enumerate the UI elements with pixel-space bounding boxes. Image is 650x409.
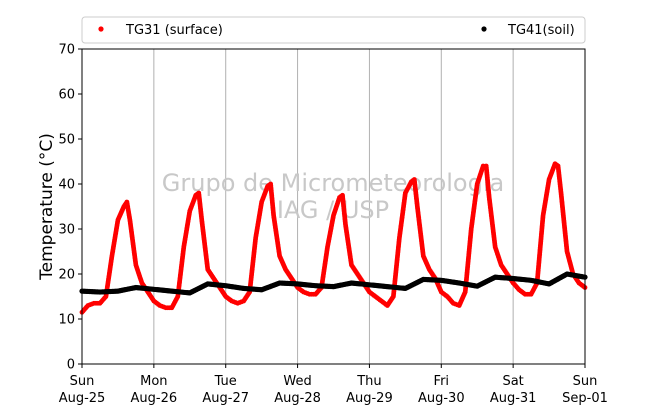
x-tick-day-label: Sat	[502, 374, 523, 389]
y-tick-label: 30	[58, 223, 75, 238]
vertical-grid	[153, 49, 514, 364]
x-tick-day-label: Sun	[70, 374, 95, 389]
x-tick-day-label: Wed	[283, 374, 311, 389]
y-tick-label: 40	[58, 178, 75, 193]
y-tick-label: 60	[58, 88, 75, 103]
legend: TG31 (surface) TG41(soil)	[81, 16, 586, 44]
x-tick-day-label: Thu	[356, 374, 381, 389]
watermark: Grupo de Micrometeorologia IAG / USP	[162, 169, 504, 224]
legend-label-tg41: TG41(soil)	[507, 23, 575, 38]
legend-marker-tg31	[98, 26, 104, 32]
y-tick-label: 70	[58, 43, 75, 58]
x-tick-date-label: Aug-25	[59, 391, 106, 406]
y-tick-label: 0	[67, 358, 75, 373]
x-tick-date-label: Sep-01	[562, 391, 608, 406]
series-0	[79, 161, 588, 315]
x-tick-day-label: Fri	[434, 374, 450, 389]
x-tick-day-label: Tue	[214, 374, 237, 389]
y-axis: 0 10 20 30 40 50 60 70	[58, 43, 82, 373]
y-tick-label: 10	[58, 313, 75, 328]
x-tick-date-label: Aug-26	[131, 391, 178, 406]
x-tick-day-label: Mon	[140, 374, 167, 389]
y-tick-label: 20	[58, 268, 75, 283]
x-tick-date-label: Aug-27	[202, 391, 249, 406]
series-1	[79, 271, 588, 296]
x-tick-day-label: Sun	[573, 374, 598, 389]
x-tick-date-label: Aug-31	[490, 391, 537, 406]
legend-box	[81, 16, 586, 44]
y-tick-label: 50	[58, 133, 75, 148]
legend-marker-tg41	[481, 26, 487, 32]
watermark-line-1: Grupo de Micrometeorologia	[162, 169, 504, 197]
x-tick-date-label: Aug-30	[418, 391, 465, 406]
y-axis-label: Temperature (°C)	[37, 133, 57, 281]
legend-label-tg31: TG31 (surface)	[125, 23, 223, 38]
x-tick-date-label: Aug-28	[274, 391, 321, 406]
x-axis: Sun Aug-25 Mon Aug-26 Tue Aug-27 Wed Aug-28 Thu A…	[59, 364, 608, 406]
plot-area-frame	[81, 48, 586, 365]
data-series	[79, 161, 588, 315]
x-tick-date-label: Aug-29	[346, 391, 393, 406]
